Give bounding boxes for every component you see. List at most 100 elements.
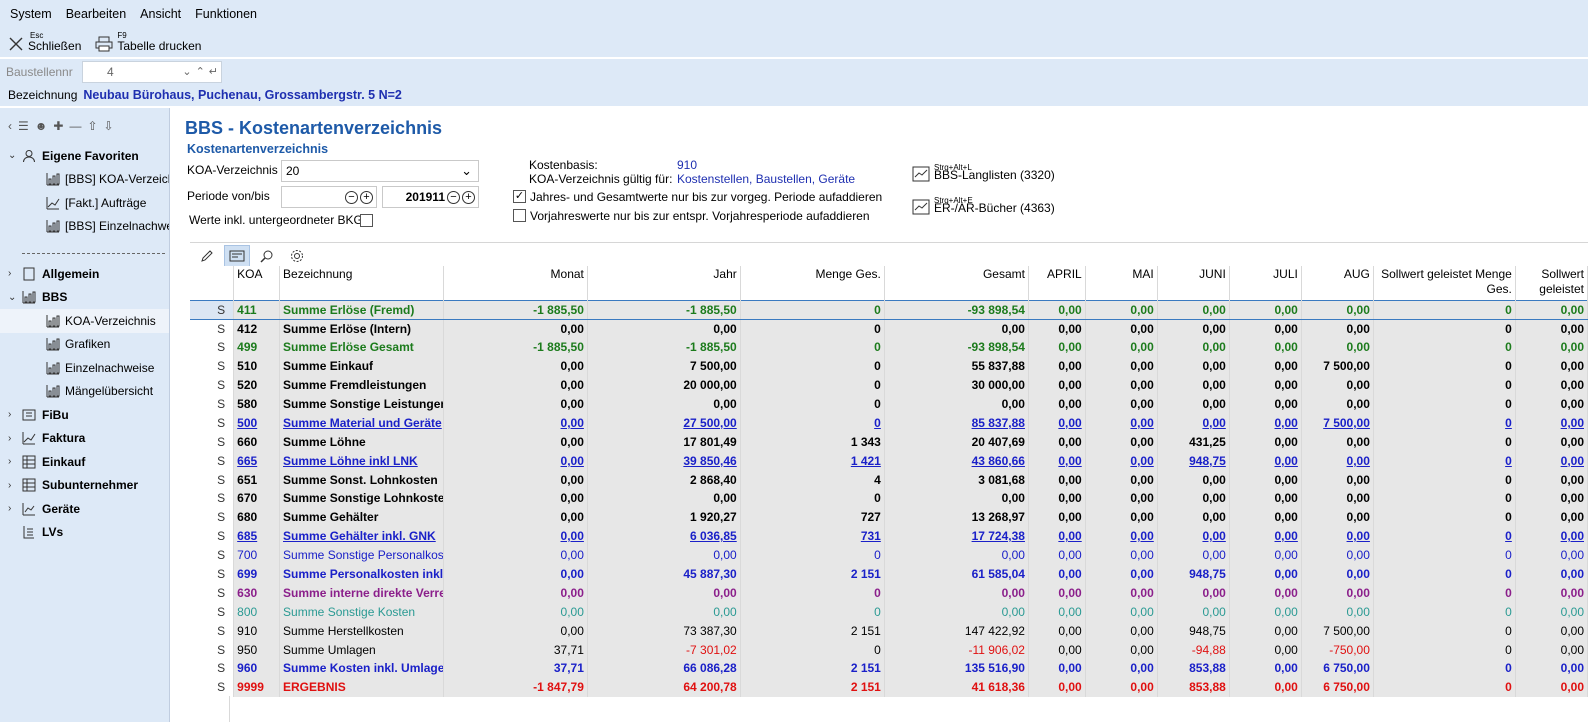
plus-icon[interactable]: ✚ [53, 119, 64, 133]
sidebar-item-fibu[interactable]: › FiBu [0, 403, 169, 427]
koa-select[interactable]: 20 ⌄ [281, 160, 479, 182]
collapse-icon[interactable]: ‹ [8, 119, 12, 133]
sidebar-item-einzelnachweise[interactable]: Einzelnachweise [0, 356, 169, 380]
jahres-checkbox[interactable]: ✓ [513, 190, 526, 203]
minus-icon[interactable]: − [447, 190, 460, 204]
table-row[interactable]: S 670 Summe Sonstige Lohnkosten 0,00 0,00 0 0,… [190, 489, 1588, 508]
table-cell: 0 [740, 394, 885, 414]
column-header[interactable]: Sollwert geleistet Menge Ges. [1373, 266, 1516, 300]
table-row[interactable]: S 660 Summe Löhne 0,00 17 801,49 1 343 20 407,… [190, 432, 1588, 452]
plus-icon[interactable]: + [462, 190, 475, 204]
close-button[interactable]: Esc Schließen [8, 29, 81, 55]
arrow-up-icon[interactable]: ⇧ [87, 119, 98, 133]
sidebar-item-einkauf[interactable]: › Einkauf [0, 450, 169, 474]
table-cell: S [190, 451, 235, 471]
list-icon[interactable]: ☰ [18, 119, 29, 133]
menu-bearbeiten[interactable]: Bearbeiten [65, 6, 127, 21]
baustelle-input[interactable]: 4 ⌄ ⌃ ↵ [82, 60, 222, 83]
chevron-right-icon[interactable]: › [8, 432, 12, 444]
sidebar-fav-auftraege[interactable]: [Fakt.] Aufträge [0, 191, 169, 215]
user-icon[interactable]: ☻ [34, 119, 48, 133]
column-header[interactable] [190, 266, 235, 300]
table-row[interactable]: S 800 Summe Sonstige Kosten 0,00 0,00 0 0,00 0,… [190, 602, 1588, 622]
vorjahres-checkbox[interactable] [513, 209, 526, 222]
table-row[interactable]: S 499 Summe Erlöse Gesamt -1 885,50 -1 885,5… [190, 337, 1588, 357]
table-row[interactable]: S 651 Summe Sonst. Lohnkosten 0,00 2 868,40 4… [190, 470, 1588, 490]
column-header[interactable]: Menge Ges. [740, 266, 885, 300]
table-row[interactable]: S 685 Summe Gehälter inkl. GNK 0,00 6 036,85… [190, 526, 1588, 546]
table-row[interactable]: S 580 Summe Sonstige Leistungen 0,00 0,00 0 0,… [190, 394, 1588, 414]
chevron-down-icon[interactable]: ⌄ [182, 66, 192, 78]
sidebar-item-grafiken[interactable]: Grafiken [0, 333, 169, 357]
table-row[interactable]: S 699 Summe Personalkosten inkl 0,00 45 887,… [190, 564, 1588, 584]
table-row[interactable]: S 700 Summe Sonstige Personalkosten 0,00 0,0… [190, 545, 1588, 565]
settings-button[interactable] [284, 245, 310, 267]
column-header[interactable]: Monat [443, 266, 588, 300]
column-header[interactable]: APRIL [1028, 266, 1086, 300]
print-table-button[interactable]: F9 Tabelle drucken [95, 29, 201, 55]
column-header[interactable]: Gesamt [884, 266, 1029, 300]
table-row[interactable]: S 9999 ERGEBNIS -1 847,79 64 200,78 2 151 41 6… [190, 677, 1588, 697]
sidebar-fav-koa[interactable]: [BBS] KOA-Verzeichnis [0, 168, 169, 192]
minus-icon[interactable]: − [345, 190, 358, 204]
table-cell: 85 837,88 [884, 413, 1029, 433]
sidebar-item-maengeluebersicht[interactable]: Mängelübersicht [0, 380, 169, 404]
table-row[interactable]: S 412 Summe Erlöse (Intern) 0,00 0,00 0 0,00 0,… [190, 319, 1588, 338]
chevron-down-icon[interactable]: ⌄ [8, 150, 17, 162]
sidebar-group-favorites[interactable]: ⌄ Eigene Favoriten [0, 144, 169, 168]
table-row[interactable]: S 510 Summe Einkauf 0,00 7 500,00 0 55 837,88 0… [190, 356, 1588, 376]
search-button[interactable] [254, 245, 280, 267]
arrow-down-icon[interactable]: ⇩ [103, 119, 114, 133]
sidebar-item-koa-verzeichnis[interactable]: KOA-Verzeichnis [0, 309, 169, 333]
table-row[interactable]: S 411 Summe Erlöse (Fremd) -1 885,50 -1 885,… [190, 299, 1588, 320]
sidebar-item-geraete[interactable]: › Geräte [0, 497, 169, 521]
sidebar-fav-einzelnachweise[interactable]: [BBS] Einzelnachweise [0, 215, 169, 239]
table-cell: 2 868,40 [587, 470, 741, 490]
chevron-right-icon[interactable]: › [8, 268, 12, 280]
chevron-right-icon[interactable]: › [8, 456, 12, 468]
table-cell: 431,25 [1157, 432, 1230, 452]
column-header[interactable]: JULI [1229, 266, 1302, 300]
column-header[interactable]: Jahr [587, 266, 741, 300]
menu-system[interactable]: System [10, 6, 52, 21]
table-row[interactable]: S 680 Summe Gehälter 0,00 1 920,27 727 13 268,… [190, 507, 1588, 527]
er-ar-buecher-link[interactable]: Strg+Alt+E ER-/AR-Bücher (4363) [912, 196, 1055, 215]
sidebar-item-lvs[interactable]: LVs [0, 521, 169, 545]
column-header[interactable]: AUG [1301, 266, 1374, 300]
chevron-down-icon[interactable]: ⌄ [8, 291, 17, 303]
filter-toggle-button[interactable] [224, 244, 250, 267]
periode-from-input[interactable]: − + [281, 186, 377, 208]
column-header[interactable]: KOA [233, 266, 281, 300]
sidebar-toolbar: ‹ ☰ ☻ ✚ — ⇧ ⇩ [0, 108, 169, 144]
column-header[interactable]: JUNI [1157, 266, 1230, 300]
table-row[interactable]: S 910 Summe Herstellkosten 0,00 73 387,30 2 1… [190, 621, 1588, 641]
column-header[interactable]: MAI [1085, 266, 1158, 300]
werte-checkbox[interactable] [360, 214, 373, 227]
edit-button[interactable] [194, 245, 220, 267]
sidebar-item-faktura[interactable]: › Faktura [0, 427, 169, 451]
table-row[interactable]: S 520 Summe Fremdleistungen 0,00 20 000,00 0 3… [190, 375, 1588, 395]
table-cell: 0,00 [1515, 677, 1588, 697]
table-row[interactable]: S 960 Summe Kosten inkl. Umlagen 37,71 66 08… [190, 659, 1588, 678]
chevron-right-icon[interactable]: › [8, 409, 12, 421]
menu-funktionen[interactable]: Funktionen [195, 6, 258, 21]
chevron-right-icon[interactable]: › [8, 503, 12, 515]
column-header[interactable]: Bezeichnung [279, 266, 444, 300]
table-row[interactable]: S 665 Summe Löhne inkl LNK 0,00 39 850,46 1 4… [190, 451, 1588, 471]
sidebar-item-allgemein[interactable]: › Allgemein [0, 262, 169, 286]
sidebar-item-subunternehmer[interactable]: › Subunternehmer [0, 474, 169, 498]
menu-ansicht[interactable]: Ansicht [140, 6, 182, 21]
enter-icon[interactable]: ↵ [208, 66, 218, 78]
periode-to-input[interactable]: 201911 − + [382, 186, 479, 208]
chevron-right-icon[interactable]: › [8, 479, 12, 491]
bbs-langlisten-link[interactable]: Strg+Alt+L BBS-Langlisten (3320) [912, 163, 1055, 182]
table-row[interactable]: S 500 Summe Material und Geräte 0,00 27 500,… [190, 413, 1588, 433]
chevron-up-icon[interactable]: ⌃ [195, 66, 205, 78]
table-row[interactable]: S 950 Summe Umlagen 37,71 -7 301,02 0 -11 906,… [190, 640, 1588, 660]
plus-icon[interactable]: + [360, 190, 373, 204]
minus-icon[interactable]: — [69, 119, 82, 133]
column-header[interactable]: Sollwert geleistet [1515, 266, 1588, 300]
sidebar-item-bbs[interactable]: ⌄ BBS [0, 286, 169, 310]
werte-label: Werte inkl. untergeordneter BKG [189, 213, 363, 227]
